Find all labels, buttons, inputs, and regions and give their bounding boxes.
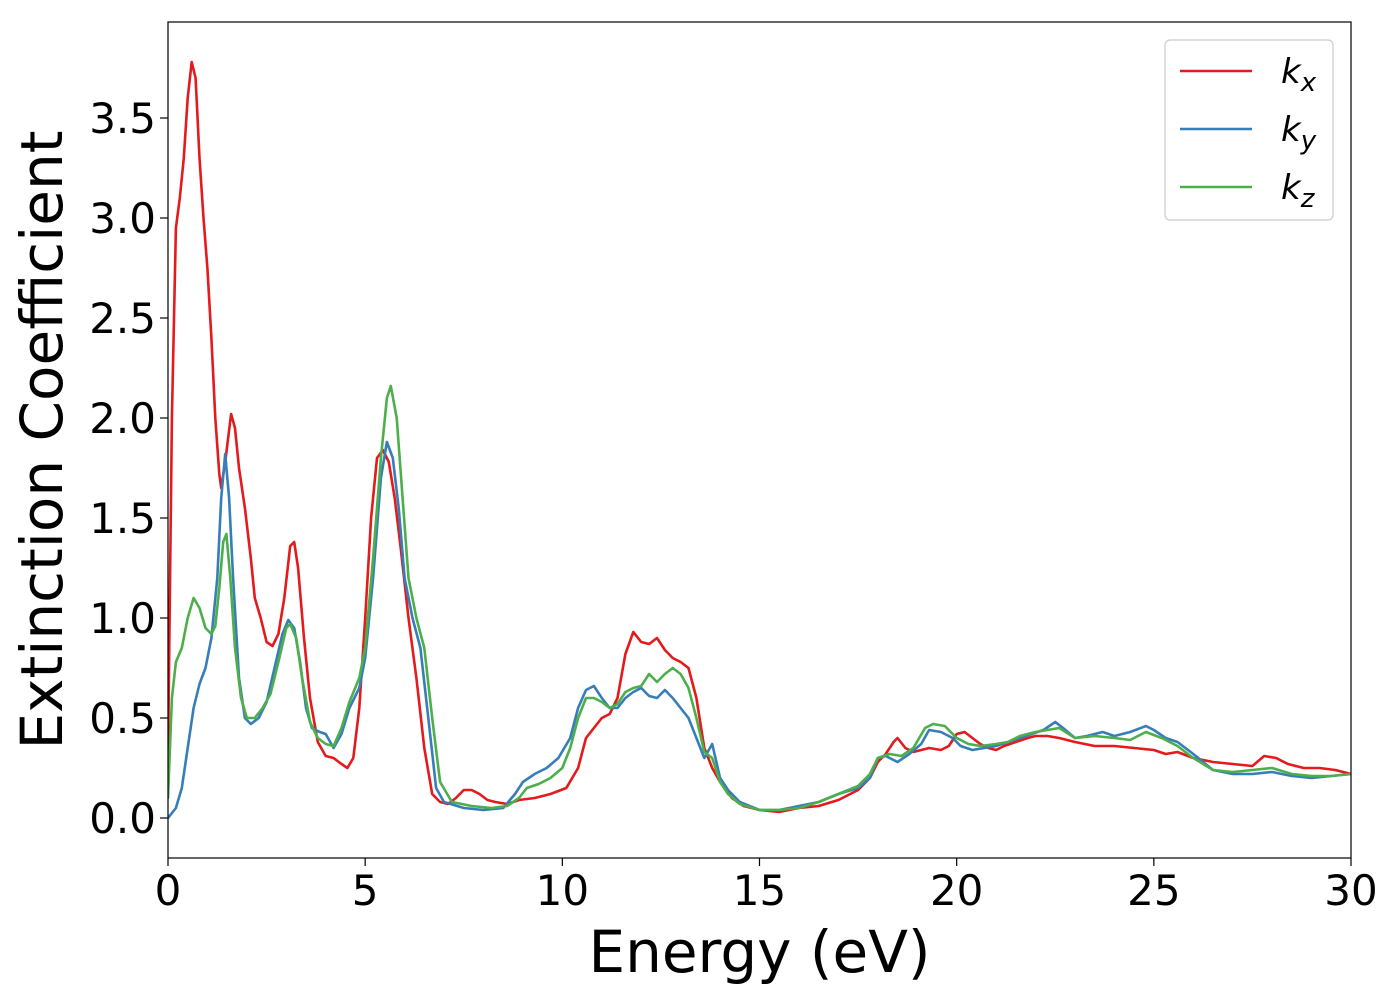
y-tick-label: 3.5 — [89, 94, 156, 143]
x-tick-label: 15 — [733, 866, 786, 915]
x-tick-label: 5 — [352, 866, 379, 915]
y-tick-label: 1.5 — [89, 494, 156, 543]
x-tick-label: 30 — [1324, 866, 1377, 915]
y-tick-label: 1.0 — [89, 594, 156, 643]
y-tick-label: 0.5 — [89, 694, 156, 743]
legend: kx ky kz — [1164, 39, 1334, 221]
series-layer — [168, 60, 1351, 820]
legend-label-ky: ky — [1281, 110, 1317, 156]
series-line-kz — [168, 384, 1351, 812]
x-axis-label: Energy (eV) — [588, 918, 930, 986]
x-tick-label: 10 — [536, 866, 589, 915]
y-axis-label: Extinction Coefficient — [8, 131, 76, 750]
series-line-ky — [168, 440, 1351, 820]
series-line-kx — [168, 60, 1351, 814]
x-tick-label: 25 — [1127, 866, 1180, 915]
y-tick-label: 3.0 — [89, 194, 156, 243]
legend-label-kx: kx — [1281, 52, 1317, 98]
y-tick-label: 2.5 — [89, 294, 156, 343]
legend-label-kz: kz — [1281, 168, 1316, 214]
y-tick-label: 2.0 — [89, 394, 156, 443]
x-tick-label: 20 — [930, 866, 983, 915]
tick-layer: 0 5 10 15 20 25 30 0.0 0.5 1.0 1.5 2.0 2.5 3.0 3.5 — [89, 94, 1378, 915]
y-tick-label: 0.0 — [89, 794, 156, 843]
x-tick-label: 0 — [155, 866, 182, 915]
